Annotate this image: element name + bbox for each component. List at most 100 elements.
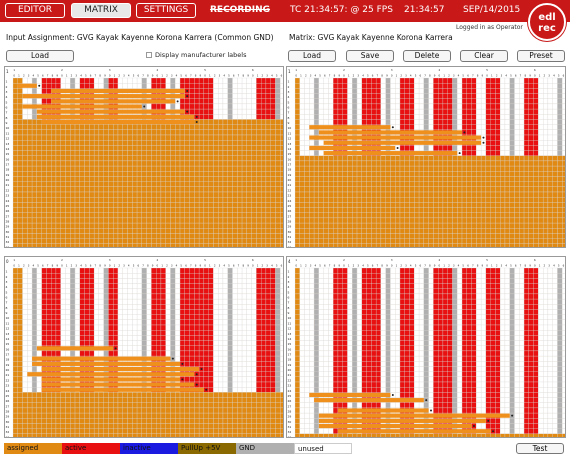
matrix-title: Matrix: GVG Kayak Kayenne Korona Karrera bbox=[289, 33, 453, 42]
matrix-load-button[interactable]: Load bbox=[288, 50, 336, 62]
svg-text:8: 8 bbox=[429, 74, 431, 78]
svg-text:6: 6 bbox=[324, 74, 326, 78]
svg-text:0: 0 bbox=[534, 74, 536, 78]
svg-text:6: 6 bbox=[534, 68, 536, 72]
svg-text:5: 5 bbox=[204, 68, 206, 72]
svg-text:5: 5 bbox=[462, 74, 464, 78]
legend-unused: unused bbox=[294, 443, 352, 454]
legend-inactive: inactive bbox=[120, 443, 178, 454]
svg-text:2: 2 bbox=[288, 85, 290, 89]
svg-text:3: 3 bbox=[266, 74, 268, 78]
svg-text:19: 19 bbox=[288, 173, 292, 177]
svg-text:1: 1 bbox=[491, 74, 493, 78]
svg-text:1: 1 bbox=[257, 74, 259, 78]
svg-text:9: 9 bbox=[200, 74, 202, 78]
load-assignment-button[interactable]: Load bbox=[6, 50, 74, 62]
svg-text:12: 12 bbox=[6, 327, 10, 331]
matrix-save-button[interactable]: Save bbox=[346, 50, 394, 62]
clock-display: 21:34:57 bbox=[404, 5, 445, 15]
svg-text:9: 9 bbox=[152, 74, 154, 78]
svg-text:6: 6 bbox=[419, 74, 421, 78]
svg-text:19: 19 bbox=[6, 173, 10, 177]
svg-text:14: 14 bbox=[6, 337, 10, 341]
svg-text:9: 9 bbox=[529, 74, 531, 78]
svg-text:3: 3 bbox=[219, 74, 221, 78]
svg-text:1: 1 bbox=[300, 74, 302, 78]
svg-text:3: 3 bbox=[405, 74, 407, 78]
svg-text:6: 6 bbox=[6, 105, 8, 109]
svg-text:1: 1 bbox=[114, 74, 116, 78]
svg-text:0: 0 bbox=[343, 74, 345, 78]
tab-settings[interactable]: SETTINGS bbox=[136, 3, 196, 18]
svg-text:4: 4 bbox=[32, 74, 34, 78]
svg-text:13: 13 bbox=[6, 332, 10, 336]
matrix-delete-button[interactable]: Delete bbox=[403, 50, 451, 62]
svg-text:21: 21 bbox=[288, 183, 292, 187]
manufacturer-labels-checkbox[interactable] bbox=[146, 52, 152, 58]
svg-text:1: 1 bbox=[396, 74, 398, 78]
svg-text:8: 8 bbox=[242, 74, 244, 78]
svg-text:21: 21 bbox=[6, 183, 10, 187]
tab-editor[interactable]: EDITOR bbox=[5, 3, 65, 18]
svg-text:9: 9 bbox=[6, 311, 8, 315]
svg-text:1: 1 bbox=[6, 69, 9, 74]
svg-text:3: 3 bbox=[501, 74, 503, 78]
svg-text:9: 9 bbox=[6, 121, 8, 125]
svg-text:4: 4 bbox=[439, 68, 441, 72]
svg-text:4: 4 bbox=[271, 264, 273, 268]
svg-text:0: 0 bbox=[157, 74, 159, 78]
svg-text:6: 6 bbox=[185, 264, 187, 268]
svg-text:5: 5 bbox=[276, 264, 278, 268]
svg-text:5: 5 bbox=[276, 74, 278, 78]
svg-text:4: 4 bbox=[32, 264, 34, 268]
svg-text:2: 2 bbox=[400, 74, 402, 78]
svg-text:14: 14 bbox=[6, 147, 10, 151]
svg-text:7: 7 bbox=[47, 74, 49, 78]
svg-text:11: 11 bbox=[6, 131, 10, 135]
svg-text:2: 2 bbox=[544, 74, 546, 78]
svg-text:6: 6 bbox=[252, 68, 254, 72]
svg-text:5: 5 bbox=[510, 74, 512, 78]
svg-text:2: 2 bbox=[6, 85, 8, 89]
svg-text:27: 27 bbox=[288, 214, 292, 218]
svg-text:0: 0 bbox=[252, 74, 254, 78]
recording-indicator[interactable]: RECORDING bbox=[210, 5, 271, 15]
svg-text:0: 0 bbox=[486, 74, 488, 78]
svg-text:4: 4 bbox=[271, 74, 273, 78]
svg-text:3: 3 bbox=[288, 90, 290, 94]
svg-text:3: 3 bbox=[123, 74, 125, 78]
svg-text:31: 31 bbox=[288, 235, 292, 239]
tab-matrix[interactable]: MATRIX bbox=[71, 3, 131, 18]
svg-text:1: 1 bbox=[257, 264, 259, 268]
svg-text:8: 8 bbox=[6, 306, 8, 310]
svg-text:5: 5 bbox=[486, 68, 488, 72]
svg-text:9: 9 bbox=[434, 74, 436, 78]
svg-text:1: 1 bbox=[288, 69, 291, 74]
svg-text:2: 2 bbox=[262, 264, 264, 268]
svg-text:8: 8 bbox=[52, 74, 54, 78]
svg-text:7: 7 bbox=[95, 264, 97, 268]
matrix-preset-button[interactable]: Preset bbox=[517, 50, 565, 62]
svg-text:1: 1 bbox=[295, 68, 297, 72]
matrix-clear-button[interactable]: Clear bbox=[460, 50, 508, 62]
svg-text:2: 2 bbox=[71, 74, 73, 78]
timecode-display: TC 21:34:57: @ 25 FPS bbox=[290, 5, 393, 15]
svg-text:8: 8 bbox=[52, 264, 54, 268]
svg-text:7: 7 bbox=[190, 74, 192, 78]
svg-text:6: 6 bbox=[281, 74, 283, 78]
svg-text:4: 4 bbox=[128, 74, 130, 78]
svg-text:9: 9 bbox=[56, 74, 58, 78]
svg-text:20: 20 bbox=[6, 178, 10, 182]
svg-text:1: 1 bbox=[66, 74, 68, 78]
test-button[interactable]: Test bbox=[516, 443, 564, 454]
svg-text:6: 6 bbox=[281, 264, 283, 268]
svg-text:6: 6 bbox=[252, 258, 254, 262]
legend-active: active bbox=[62, 443, 120, 454]
svg-text:16: 16 bbox=[288, 157, 292, 161]
svg-text:2: 2 bbox=[118, 74, 120, 78]
svg-text:7: 7 bbox=[142, 264, 144, 268]
